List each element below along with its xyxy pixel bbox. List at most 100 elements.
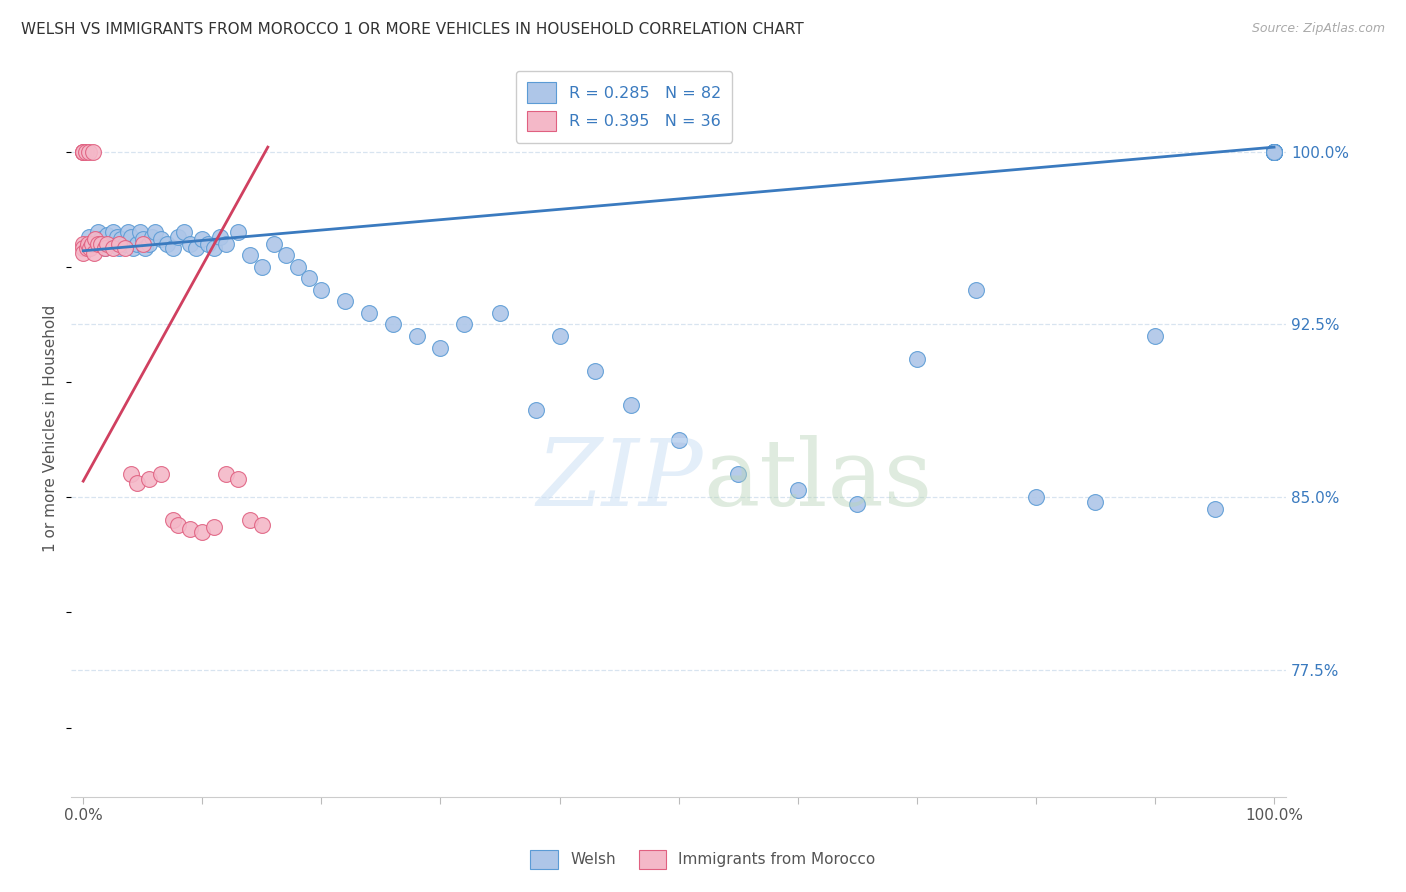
Point xyxy=(226,225,249,239)
Point xyxy=(132,236,155,251)
Point xyxy=(129,225,152,239)
Point xyxy=(1263,145,1285,159)
Point xyxy=(357,306,380,320)
Point xyxy=(1263,145,1285,159)
Point xyxy=(167,517,190,532)
Point xyxy=(90,236,112,251)
Point xyxy=(335,294,357,309)
Point xyxy=(101,242,124,256)
Point xyxy=(90,232,112,246)
Point xyxy=(75,145,97,159)
Point xyxy=(101,225,124,239)
Point xyxy=(1263,145,1285,159)
Point xyxy=(1263,145,1285,159)
Point xyxy=(1263,145,1285,159)
Point xyxy=(1263,145,1285,159)
Point xyxy=(149,467,172,482)
Point xyxy=(179,523,201,537)
Point xyxy=(1204,501,1226,516)
Text: ZIP: ZIP xyxy=(536,434,703,524)
Point xyxy=(179,236,201,251)
Y-axis label: 1 or more Vehicles in Household: 1 or more Vehicles in Household xyxy=(44,304,58,552)
Point xyxy=(1263,145,1285,159)
Point xyxy=(786,483,808,498)
Point xyxy=(1143,329,1166,343)
Point xyxy=(122,242,145,256)
Legend: R = 0.285   N = 82, R = 0.395   N = 36: R = 0.285 N = 82, R = 0.395 N = 36 xyxy=(516,71,733,143)
Point xyxy=(202,242,225,256)
Point xyxy=(548,329,571,343)
Point xyxy=(1263,145,1285,159)
Point xyxy=(77,230,100,244)
Point xyxy=(846,497,869,511)
Point xyxy=(98,236,121,251)
Point xyxy=(72,145,94,159)
Point xyxy=(77,145,100,159)
Point xyxy=(155,236,177,251)
Point xyxy=(1263,145,1285,159)
Point xyxy=(162,242,184,256)
Point xyxy=(138,236,160,251)
Point xyxy=(1263,145,1285,159)
Point xyxy=(453,318,475,332)
Legend: Welsh, Immigrants from Morocco: Welsh, Immigrants from Morocco xyxy=(520,838,886,880)
Point xyxy=(93,242,115,256)
Point xyxy=(239,248,262,262)
Point xyxy=(134,242,156,256)
Point xyxy=(489,306,512,320)
Point xyxy=(76,242,98,256)
Point xyxy=(215,236,238,251)
Point xyxy=(226,472,249,486)
Point xyxy=(727,467,749,482)
Point xyxy=(72,236,94,251)
Point xyxy=(120,467,142,482)
Point xyxy=(1263,145,1285,159)
Point xyxy=(105,230,128,244)
Point xyxy=(114,242,136,256)
Point xyxy=(138,472,160,486)
Point xyxy=(167,230,190,244)
Point xyxy=(1263,145,1285,159)
Point xyxy=(1263,145,1285,159)
Point xyxy=(1263,145,1285,159)
Point xyxy=(620,398,643,412)
Point xyxy=(96,236,118,251)
Point xyxy=(120,230,142,244)
Point xyxy=(108,242,131,256)
Point xyxy=(274,248,297,262)
Point xyxy=(583,363,606,377)
Point xyxy=(84,232,107,246)
Point xyxy=(72,242,94,256)
Point xyxy=(202,520,225,534)
Point xyxy=(108,236,131,251)
Point xyxy=(143,225,166,239)
Point xyxy=(1025,490,1047,504)
Point xyxy=(125,476,148,491)
Point xyxy=(72,246,94,260)
Point xyxy=(1084,495,1107,509)
Point xyxy=(186,242,208,256)
Point xyxy=(110,232,132,246)
Point xyxy=(197,236,219,251)
Point xyxy=(114,236,136,251)
Point xyxy=(191,232,214,246)
Point xyxy=(311,283,333,297)
Point xyxy=(96,227,118,242)
Text: WELSH VS IMMIGRANTS FROM MOROCCO 1 OR MORE VEHICLES IN HOUSEHOLD CORRELATION CHA: WELSH VS IMMIGRANTS FROM MOROCCO 1 OR MO… xyxy=(21,22,804,37)
Point xyxy=(72,145,94,159)
Point xyxy=(209,230,232,244)
Point xyxy=(239,513,262,527)
Point xyxy=(1263,145,1285,159)
Text: atlas: atlas xyxy=(703,434,932,524)
Point xyxy=(1263,145,1285,159)
Point xyxy=(905,352,928,367)
Point xyxy=(141,230,163,244)
Point xyxy=(524,402,547,417)
Point xyxy=(82,235,104,249)
Point xyxy=(72,145,94,159)
Point xyxy=(668,433,690,447)
Point xyxy=(84,236,107,251)
Point xyxy=(149,232,172,246)
Point xyxy=(86,236,108,251)
Point xyxy=(381,318,404,332)
